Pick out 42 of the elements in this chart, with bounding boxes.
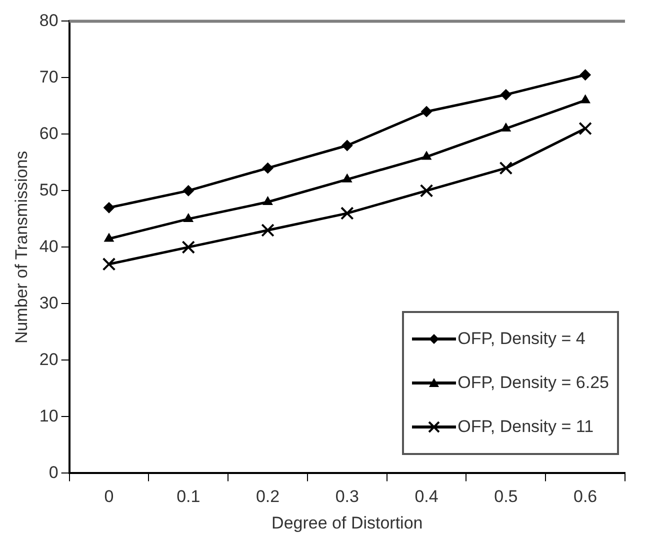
point: [182, 240, 196, 254]
x-axis-title: Degree of Distortion: [272, 513, 423, 532]
point: [501, 123, 511, 132]
point: [420, 184, 434, 198]
point: [340, 206, 354, 220]
point: [262, 162, 274, 174]
y-tick-label: 10: [39, 406, 58, 426]
y-tick-label: 60: [39, 124, 58, 143]
point: [499, 161, 513, 175]
x-tick-label: 0.3: [335, 487, 359, 506]
point: [421, 106, 432, 118]
x-tick-label: 0: [104, 487, 114, 506]
legend-label: OFP, Density = 6.25: [458, 373, 609, 394]
x-tick-label: 0.2: [256, 487, 280, 506]
y-tick-label: 40: [39, 236, 58, 256]
y-tick-label: 50: [39, 180, 58, 200]
y-tick-label: 0: [48, 462, 58, 482]
x-tick-label: 0.4: [414, 487, 438, 506]
point: [262, 196, 273, 205]
point: [342, 174, 352, 182]
point: [184, 213, 194, 222]
legend-label: OFP, Density = 4: [458, 329, 586, 350]
y-tick-label: 30: [39, 293, 58, 312]
point: [422, 151, 432, 160]
y-axis-title: Number of Transmissions: [12, 150, 31, 344]
point: [102, 257, 116, 271]
point: [182, 185, 194, 196]
x-tick-label: 0.6: [573, 487, 598, 506]
y-tick-label: 70: [39, 67, 58, 86]
point: [104, 233, 114, 242]
legend-label: OFP, Density = 11: [458, 417, 594, 438]
y-tick-label: 80: [39, 10, 58, 30]
point: [580, 94, 590, 104]
point: [104, 202, 114, 214]
point: [578, 122, 592, 136]
x-tick-label: 0.5: [494, 487, 518, 506]
y-tick-label: 20: [39, 350, 58, 369]
x-tick-label: 0.1: [176, 487, 200, 506]
point: [500, 89, 512, 100]
point: [580, 69, 591, 80]
point: [342, 140, 353, 151]
point: [261, 224, 274, 237]
